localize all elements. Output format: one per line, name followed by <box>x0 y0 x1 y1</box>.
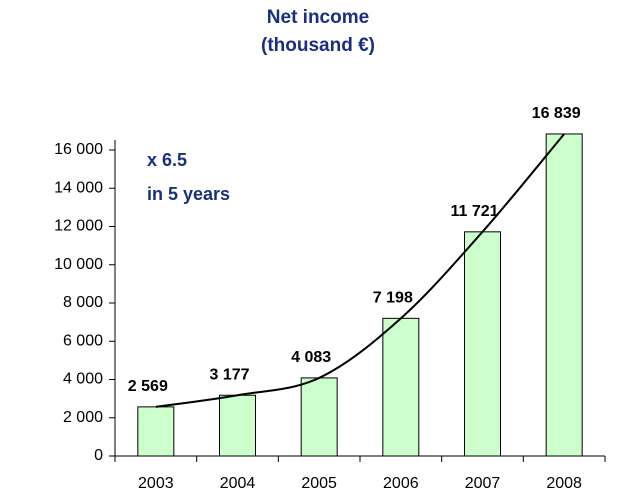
bar <box>464 231 501 457</box>
annotation: in 5 years <box>147 184 230 204</box>
bar <box>219 394 256 457</box>
y-tick-label: 2 000 <box>63 409 103 426</box>
bar <box>382 317 420 457</box>
bar <box>137 406 175 457</box>
chart-subtitle: (thousand €) <box>261 35 375 56</box>
annotation: x 6.5 <box>147 150 187 170</box>
x-tick-label: 2006 <box>383 475 419 492</box>
value-label: 3 177 <box>209 366 249 383</box>
value-label: 7 198 <box>373 290 413 307</box>
y-tick-label: 12 000 <box>54 218 103 235</box>
y-tick-label: 16 000 <box>54 141 103 158</box>
x-tick-label: 2005 <box>301 475 337 492</box>
bar <box>300 377 338 457</box>
y-tick-label: 14 000 <box>54 179 103 196</box>
y-tick-label: 4 000 <box>63 371 103 388</box>
chart-title: Net income <box>267 7 369 28</box>
bar <box>545 133 583 457</box>
value-label: 16 839 <box>532 105 581 122</box>
x-tick-label: 2003 <box>138 475 174 492</box>
y-tick-label: 8 000 <box>63 294 103 311</box>
y-tick-label: 0 <box>94 447 103 464</box>
x-tick-label: 2004 <box>220 475 256 492</box>
value-label: 4 083 <box>291 349 331 366</box>
x-tick-label: 2008 <box>546 475 582 492</box>
value-label: 2 569 <box>128 378 168 395</box>
y-tick-label: 6 000 <box>63 332 103 349</box>
trend-curve <box>155 133 565 408</box>
x-tick-label: 2007 <box>465 475 501 492</box>
value-label: 11 721 <box>450 203 498 220</box>
y-tick-label: 10 000 <box>54 256 103 273</box>
